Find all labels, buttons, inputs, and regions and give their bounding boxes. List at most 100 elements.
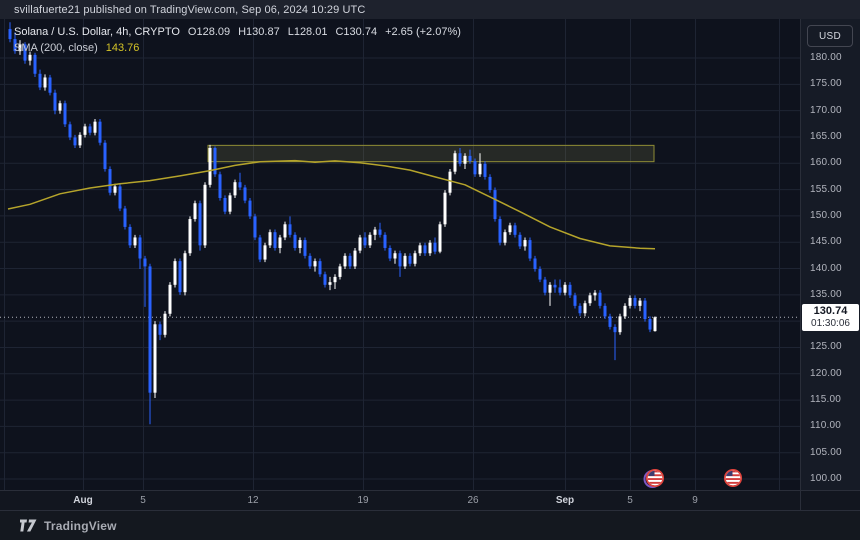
candle-body bbox=[58, 103, 62, 111]
candle-body bbox=[258, 237, 262, 260]
currency-button[interactable]: USD bbox=[807, 25, 853, 47]
candle-body bbox=[458, 153, 462, 164]
candle-body bbox=[523, 240, 527, 247]
price-axis-label: 100.00 bbox=[810, 473, 842, 484]
candle-body bbox=[463, 155, 467, 164]
candle-body bbox=[113, 186, 117, 193]
candle-body bbox=[203, 184, 207, 246]
candle-body bbox=[353, 250, 357, 267]
candle-body bbox=[208, 147, 212, 185]
candle-body bbox=[303, 240, 307, 256]
candle-body bbox=[368, 234, 372, 246]
candle-body bbox=[528, 240, 532, 259]
candle-body bbox=[383, 234, 387, 248]
candle-body bbox=[473, 161, 477, 175]
candle-body bbox=[438, 224, 442, 252]
time-tick: 19 bbox=[357, 495, 369, 506]
candle-body bbox=[493, 190, 497, 220]
candle-body bbox=[413, 253, 417, 264]
candle-body bbox=[318, 261, 322, 275]
candle-body bbox=[448, 171, 452, 193]
candle-body bbox=[23, 44, 27, 61]
candle-body bbox=[403, 255, 407, 267]
candle-body bbox=[308, 255, 312, 267]
candle-body bbox=[543, 279, 547, 293]
candle-body bbox=[198, 203, 202, 246]
candle-body bbox=[343, 255, 347, 267]
candle-body bbox=[563, 284, 567, 293]
candle-body bbox=[398, 253, 402, 267]
price-axis[interactable]: USD 180.00 175.00 170.00 165.00 160.00 155.00… bbox=[800, 19, 860, 490]
time-tick: Sep bbox=[555, 495, 575, 506]
candle-body bbox=[538, 269, 542, 280]
candle-body bbox=[508, 225, 512, 233]
candle-body bbox=[78, 134, 82, 146]
candle-body bbox=[558, 287, 562, 293]
candle-body bbox=[253, 216, 257, 238]
candle-body bbox=[138, 237, 142, 259]
candle-body bbox=[123, 208, 127, 227]
candle-body bbox=[298, 240, 302, 248]
time-tick: 12 bbox=[247, 495, 259, 506]
time-axis[interactable]: Aug 5 12 19 26 Sep 5 9 bbox=[0, 490, 860, 511]
candle-body bbox=[128, 226, 132, 246]
candle-body bbox=[118, 186, 122, 209]
price-axis-label: 165.00 bbox=[810, 130, 842, 142]
candle-body bbox=[228, 195, 232, 212]
candle-body bbox=[163, 313, 167, 335]
chart-pane[interactable] bbox=[0, 19, 800, 490]
candle-body bbox=[153, 324, 157, 393]
candle-body bbox=[283, 224, 287, 238]
candle-body bbox=[223, 197, 227, 212]
candle-body bbox=[63, 103, 67, 125]
candle-body bbox=[628, 297, 632, 306]
candle-body bbox=[98, 121, 102, 143]
time-tick: 5 bbox=[627, 495, 633, 506]
resistance-zone[interactable] bbox=[207, 144, 655, 163]
time-tick: 26 bbox=[467, 495, 479, 506]
candle-body bbox=[588, 295, 592, 304]
time-tick: 5 bbox=[140, 495, 146, 506]
candle-body bbox=[13, 39, 17, 52]
candle-body bbox=[468, 155, 472, 162]
candle-body bbox=[633, 297, 637, 306]
price-axis-label: 140.00 bbox=[810, 262, 842, 274]
price-axis-label: 175.00 bbox=[810, 78, 842, 90]
price-axis-label: 155.00 bbox=[810, 183, 842, 195]
us-flag-event-marker[interactable] bbox=[723, 468, 743, 488]
candle-body bbox=[188, 219, 192, 254]
candle-body bbox=[513, 225, 517, 235]
candle-body bbox=[28, 54, 32, 61]
candle-body bbox=[243, 187, 247, 201]
candle-body bbox=[553, 284, 557, 288]
candle-body bbox=[68, 124, 72, 138]
candle-body bbox=[108, 169, 112, 193]
time-tick: 9 bbox=[692, 495, 698, 506]
candle-body bbox=[478, 163, 482, 175]
sma-line bbox=[7, 159, 656, 250]
current-price-label: 130.74 01:30:06 bbox=[802, 303, 859, 331]
candle-body bbox=[373, 229, 377, 235]
candle-body bbox=[218, 174, 222, 198]
candle-body bbox=[483, 163, 487, 177]
footer: TradingView bbox=[0, 511, 860, 540]
candle-body bbox=[328, 282, 332, 285]
us-flag-event-marker[interactable] bbox=[643, 468, 665, 488]
time-tick: Aug bbox=[73, 495, 93, 506]
candle-body bbox=[418, 245, 422, 254]
candle-body bbox=[178, 261, 182, 293]
price-axis-label: 170.00 bbox=[810, 104, 842, 116]
price-axis-label: 120.00 bbox=[810, 367, 842, 379]
candle-body bbox=[623, 305, 627, 317]
candle-body bbox=[378, 229, 382, 235]
price-axis-label: 115.00 bbox=[810, 394, 842, 406]
price-axis-label: 145.00 bbox=[810, 236, 842, 248]
tradingview-logo-icon[interactable] bbox=[20, 519, 37, 532]
candle-body bbox=[268, 232, 272, 246]
candle-body bbox=[578, 305, 582, 314]
candle-body bbox=[88, 126, 92, 133]
candle-body bbox=[453, 153, 457, 172]
footer-brand: TradingView bbox=[44, 518, 117, 533]
candle-body bbox=[143, 258, 147, 267]
candle-body bbox=[148, 266, 152, 393]
